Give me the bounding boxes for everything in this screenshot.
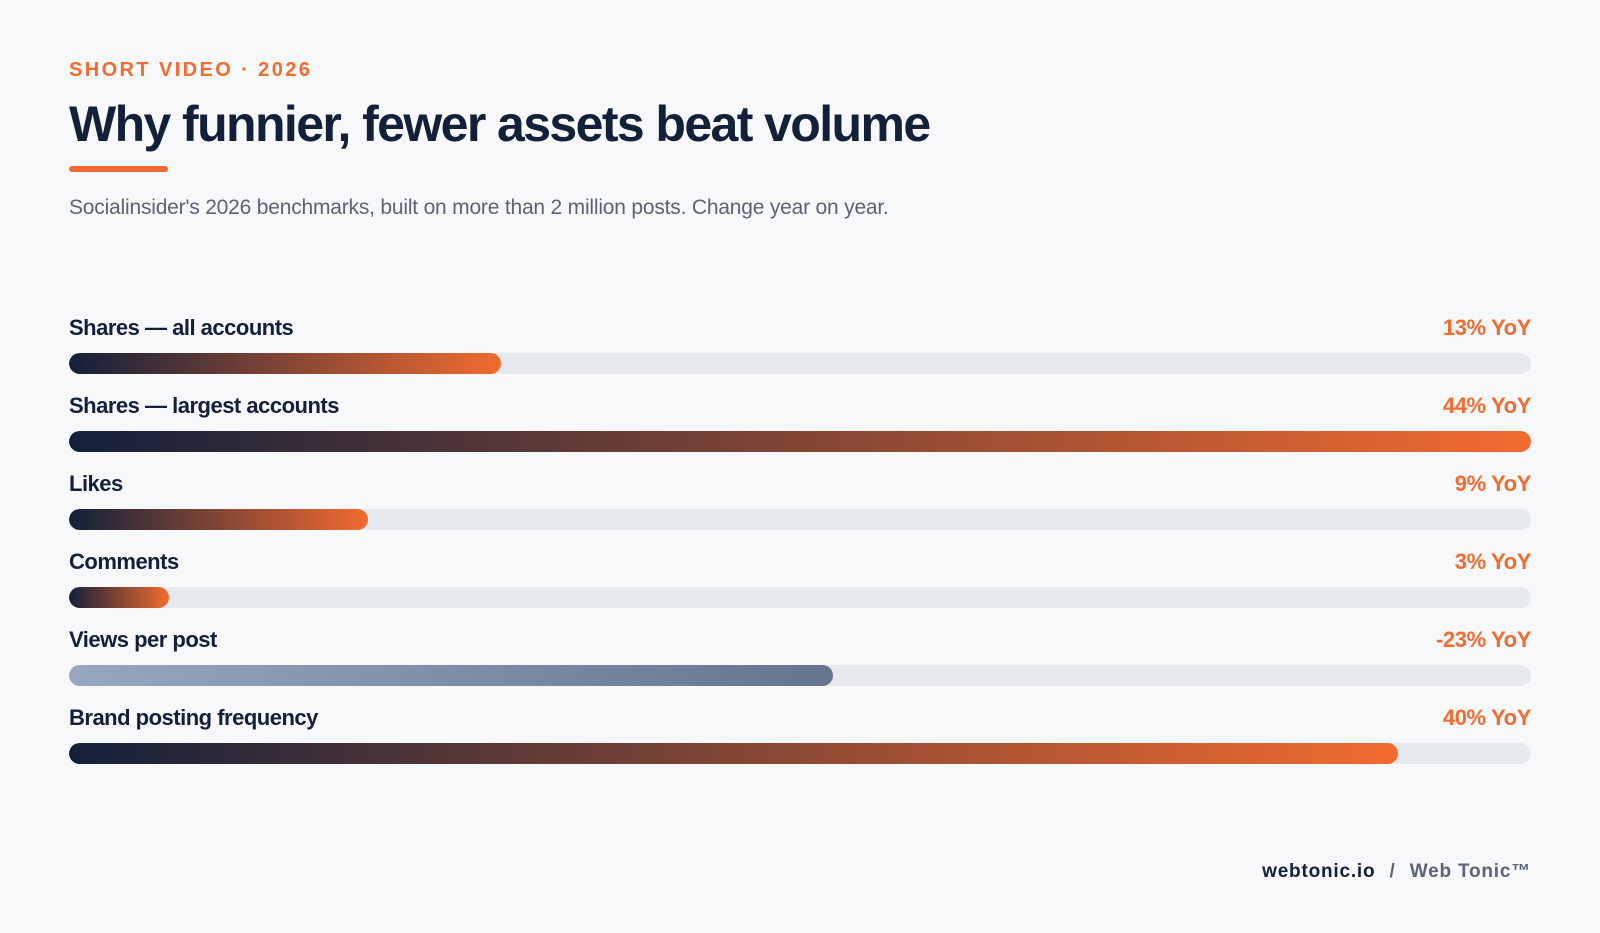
footer-credit: webtonic.io / Web Tonic™ bbox=[1262, 861, 1531, 883]
bar-track bbox=[69, 353, 1531, 374]
bar-label: Shares — all accounts bbox=[69, 315, 294, 340]
bar-track bbox=[69, 431, 1531, 452]
bar-header: Likes 9% YoY bbox=[69, 469, 1531, 505]
bar-fill bbox=[69, 509, 368, 530]
bar-track bbox=[69, 587, 1531, 608]
eyebrow-label: SHORT VIDEO · 2026 bbox=[69, 59, 313, 81]
bar-fill bbox=[69, 743, 1398, 764]
bar-value-label: 9% YoY bbox=[1454, 471, 1532, 496]
footer-brand: Web Tonic™ bbox=[1409, 861, 1531, 882]
infographic-page: SHORT VIDEO · 2026 Why funnier, fewer as… bbox=[69, 0, 1531, 933]
bar-value-label: 3% YoY bbox=[1454, 549, 1532, 574]
bar-header: Shares — largest accounts 44% YoY bbox=[69, 391, 1531, 427]
bar-fill bbox=[69, 587, 169, 608]
bar-row: Shares — largest accounts 44% YoY bbox=[69, 391, 1531, 469]
bar-header: Comments 3% YoY bbox=[69, 547, 1531, 583]
bar-label: Comments bbox=[69, 549, 179, 574]
bar-fill bbox=[69, 353, 501, 374]
bar-label: Views per post bbox=[69, 627, 217, 652]
bar-header: Brand posting frequency 40% YoY bbox=[69, 703, 1531, 739]
bar-row: Likes 9% YoY bbox=[69, 469, 1531, 547]
bar-header: Views per post -23% YoY bbox=[69, 625, 1531, 661]
bar-label: Likes bbox=[69, 471, 123, 496]
page-title: Why funnier, fewer assets beat volume bbox=[69, 96, 931, 152]
bar-track bbox=[69, 743, 1531, 764]
bar-value-label: -23% YoY bbox=[1435, 627, 1531, 652]
bar-row: Comments 3% YoY bbox=[69, 547, 1531, 625]
bar-value-label: 40% YoY bbox=[1442, 705, 1532, 730]
bar-track bbox=[69, 509, 1531, 530]
bar-row: Views per post -23% YoY bbox=[69, 625, 1531, 703]
bar-chart: Shares — all accounts 13% YoY Shares — lar… bbox=[69, 313, 1531, 781]
bar-value-label: 44% YoY bbox=[1442, 393, 1532, 418]
bar-track bbox=[69, 665, 1531, 686]
bar-label: Shares — largest accounts bbox=[69, 393, 339, 418]
bar-label: Brand posting frequency bbox=[69, 705, 318, 730]
bar-fill bbox=[69, 665, 833, 686]
bar-row: Shares — all accounts 13% YoY bbox=[69, 313, 1531, 391]
title-underline bbox=[69, 166, 168, 172]
bar-value-label: 13% YoY bbox=[1442, 315, 1532, 340]
page-subtitle: Socialinsider's 2026 benchmarks, built o… bbox=[69, 196, 889, 219]
bar-row: Brand posting frequency 40% YoY bbox=[69, 703, 1531, 781]
footer-separator: / bbox=[1389, 861, 1396, 882]
footer-domain: webtonic.io bbox=[1262, 861, 1376, 882]
bar-header: Shares — all accounts 13% YoY bbox=[69, 313, 1531, 349]
bar-fill bbox=[69, 431, 1531, 452]
